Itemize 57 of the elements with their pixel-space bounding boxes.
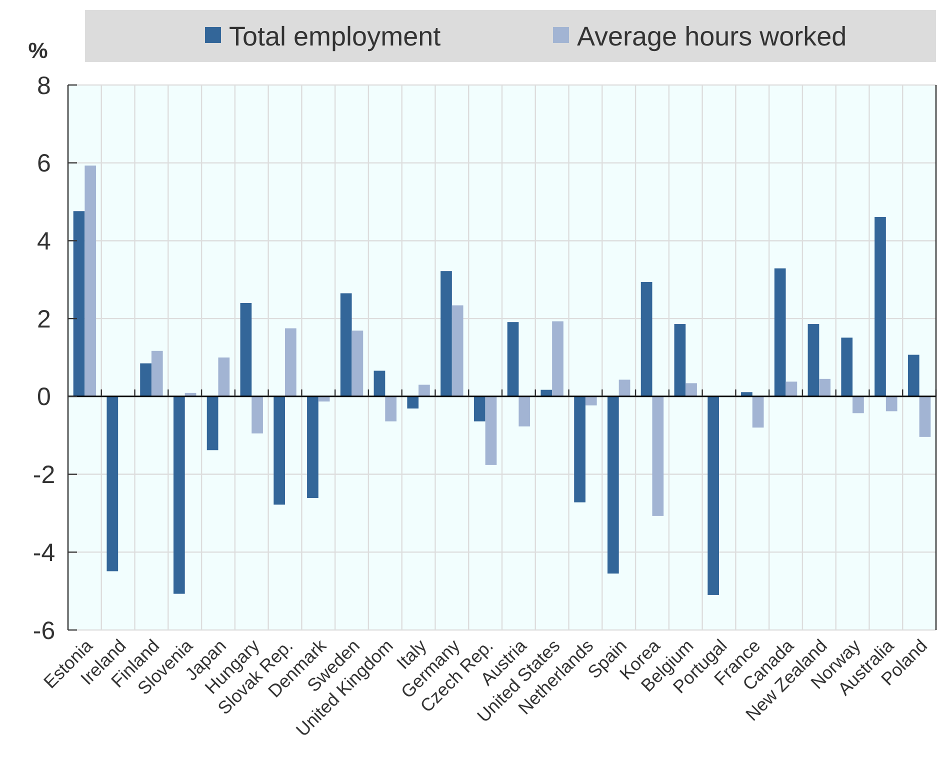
bar [274,396,285,505]
bar [106,396,118,572]
bar [708,396,719,595]
bar [474,396,486,422]
bar [307,396,318,498]
y-tick-label: -6 [32,616,56,645]
y-tick-label: -2 [32,461,56,490]
bar [852,396,864,414]
bar [385,396,397,422]
bar [552,321,564,396]
y-tick-label: 0 [37,383,51,412]
bar [686,383,697,396]
bar [485,396,497,465]
bar [874,216,886,396]
bar [618,380,630,396]
bar [674,324,686,396]
bar [140,363,152,396]
bar [752,396,764,428]
bar [908,354,920,396]
bar [173,396,185,594]
bar [218,358,230,396]
legend-label: Average hours worked [577,21,847,52]
bar [919,396,931,437]
bar [340,293,352,396]
bar [84,166,96,396]
bar [574,396,586,502]
bar [819,378,831,396]
y-tick-label: 8 [37,72,51,100]
bar [240,303,252,396]
bar [352,330,364,396]
bar [440,271,452,396]
bar [507,322,519,396]
bar [73,211,85,396]
bar [886,396,898,412]
bar [774,268,786,396]
bar [206,396,218,450]
bar [652,396,664,516]
bar [452,305,464,396]
bar [841,338,853,396]
bar [151,350,163,396]
bar [585,396,597,406]
bar [786,382,798,396]
bar [285,328,296,396]
bar [808,324,820,396]
y-tick-label: 4 [37,227,52,256]
y-axis-title: % [28,38,48,63]
y-tick-label: 6 [37,150,51,178]
bar [607,396,619,574]
y-tick-label: -4 [32,538,56,567]
bar [374,370,386,396]
bar [518,396,530,426]
bar [640,282,652,396]
bar [407,396,419,408]
legend-label: Total employment [229,21,442,52]
bar [418,384,430,396]
y-tick-label: 2 [37,305,51,334]
bar [252,396,263,434]
